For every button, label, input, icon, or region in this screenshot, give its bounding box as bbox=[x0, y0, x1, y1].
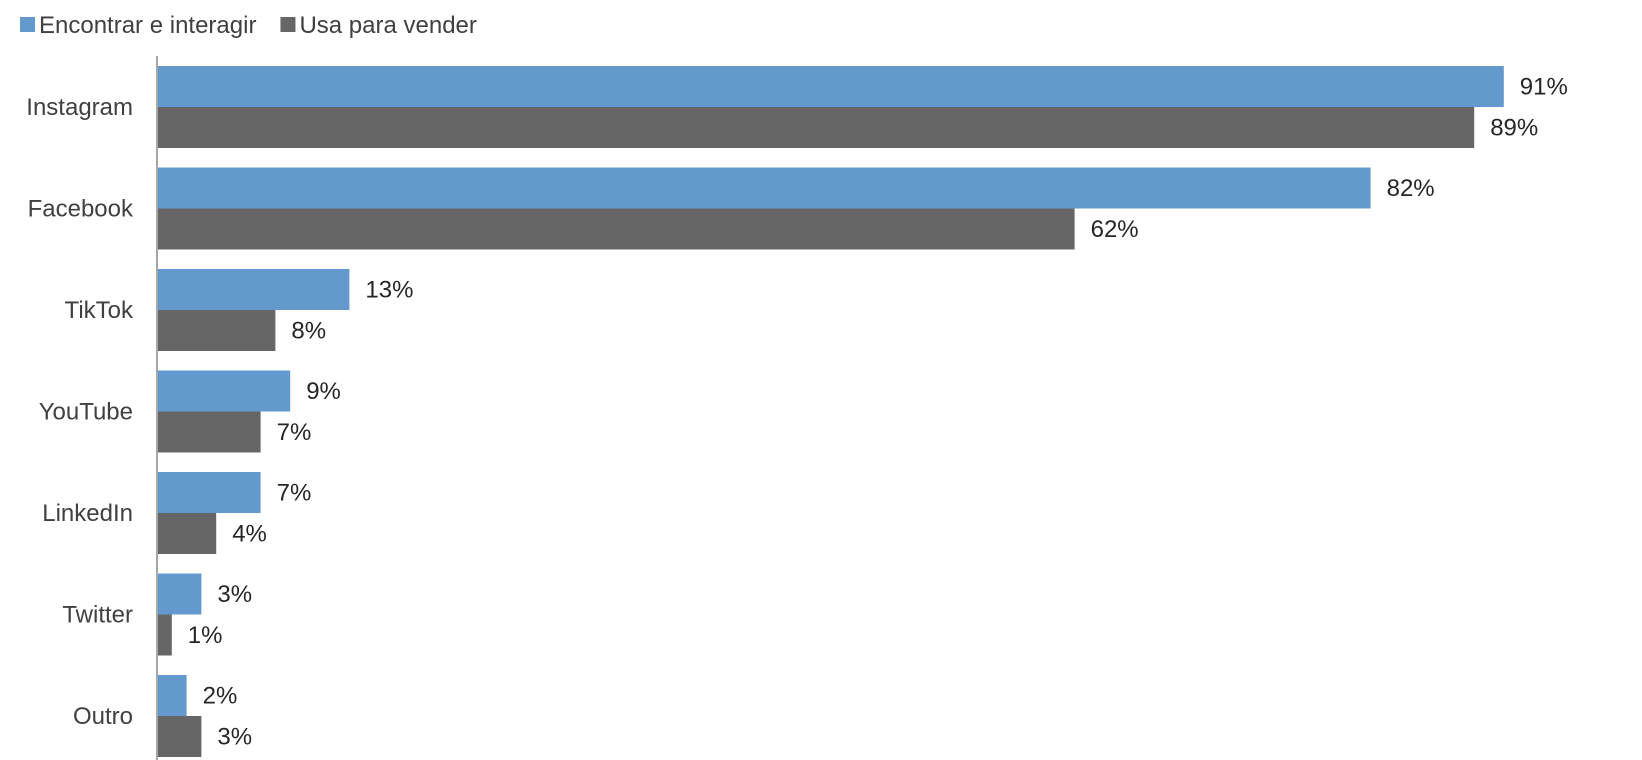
bar-instagram-encontrar-e-interagir bbox=[157, 66, 1504, 107]
bar-facebook-usa-para-vender bbox=[157, 208, 1075, 250]
value-label-linkedin-encontrar-e-interagir: 7% bbox=[277, 480, 312, 507]
bar-facebook-encontrar-e-interagir bbox=[157, 167, 1371, 209]
value-label-outro-usa-para-vender: 3% bbox=[217, 724, 252, 751]
value-label-linkedin-usa-para-vender: 4% bbox=[232, 521, 267, 548]
category-label-outro: Outro bbox=[73, 703, 133, 730]
category-label-facebook: Facebook bbox=[28, 196, 134, 223]
value-label-tiktok-encontrar-e-interagir: 13% bbox=[365, 277, 413, 304]
value-label-facebook-encontrar-e-interagir: 82% bbox=[1387, 175, 1435, 202]
bar-youtube-usa-para-vender bbox=[157, 411, 261, 453]
value-label-youtube-encontrar-e-interagir: 9% bbox=[306, 378, 341, 405]
bar-outro-encontrar-e-interagir bbox=[157, 675, 187, 716]
value-label-tiktok-usa-para-vender: 8% bbox=[291, 318, 326, 345]
value-label-outro-encontrar-e-interagir: 2% bbox=[203, 683, 238, 710]
category-label-tiktok: TikTok bbox=[65, 297, 134, 324]
legend-label-usa-para-vender: Usa para vender bbox=[299, 12, 476, 39]
category-label-twitter: Twitter bbox=[62, 602, 133, 629]
value-label-instagram-encontrar-e-interagir: 91% bbox=[1520, 74, 1568, 101]
bar-twitter-usa-para-vender bbox=[157, 614, 172, 656]
bar-tiktok-encontrar-e-interagir bbox=[157, 269, 350, 310]
bar-tiktok-usa-para-vender bbox=[157, 310, 276, 351]
legend-label-encontrar-e-interagir: Encontrar e interagir bbox=[39, 12, 256, 39]
bar-twitter-encontrar-e-interagir bbox=[157, 573, 202, 615]
category-label-instagram: Instagram bbox=[26, 94, 133, 121]
bars bbox=[157, 66, 1504, 757]
category-label-youtube: YouTube bbox=[39, 399, 133, 426]
bar-linkedin-usa-para-vender bbox=[157, 513, 217, 554]
bar-instagram-usa-para-vender bbox=[157, 107, 1475, 148]
value-label-facebook-usa-para-vender: 62% bbox=[1091, 216, 1139, 243]
category-labels: Instagram Facebook TikTok YouTube LinkedIn Tw… bbox=[26, 94, 134, 730]
value-label-youtube-usa-para-vender: 7% bbox=[277, 419, 312, 446]
category-label-linkedin: LinkedIn bbox=[42, 500, 133, 527]
legend-swatch-usa-para-vender bbox=[280, 17, 296, 32]
bar-linkedin-encontrar-e-interagir bbox=[157, 472, 261, 513]
value-label-instagram-usa-para-vender: 89% bbox=[1490, 115, 1538, 142]
legend-swatch-encontrar-e-interagir bbox=[20, 17, 35, 32]
value-labels: 91% 89% 82% 62% 13% 8% 9% 7% 7% 4% 3% 1% 2% 3% bbox=[188, 74, 1568, 751]
bar-youtube-encontrar-e-interagir bbox=[157, 370, 291, 412]
value-label-twitter-encontrar-e-interagir: 3% bbox=[217, 581, 252, 608]
value-label-twitter-usa-para-vender: 1% bbox=[188, 622, 223, 649]
bar-outro-usa-para-vender bbox=[157, 716, 202, 757]
legend: Encontrar e interagir Usa para vender bbox=[20, 12, 477, 39]
